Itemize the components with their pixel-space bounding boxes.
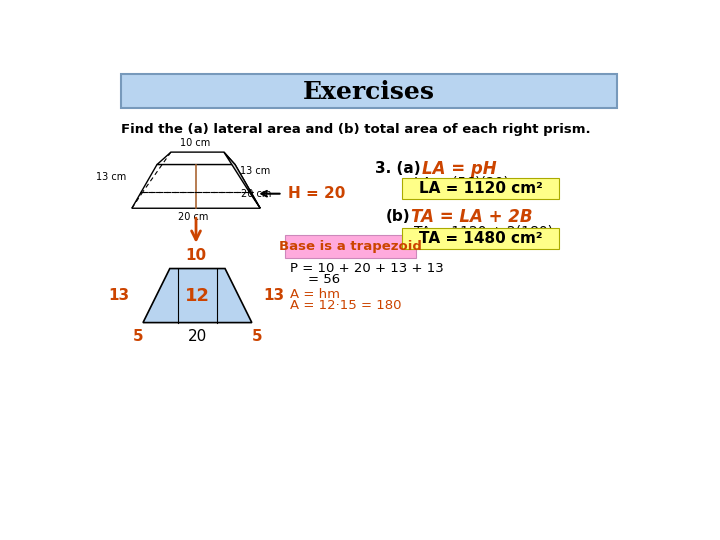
Text: = 56: = 56 [307, 273, 340, 286]
Polygon shape [132, 165, 260, 208]
Text: LA = (56)(20): LA = (56)(20) [413, 175, 508, 189]
Text: Find the (a) lateral area and (b) total area of each right prism.: Find the (a) lateral area and (b) total … [121, 123, 590, 136]
Text: (b): (b) [386, 209, 410, 224]
Text: Base is a trapezoid: Base is a trapezoid [279, 240, 422, 253]
Polygon shape [157, 152, 235, 165]
Text: P = 10 + 20 + 13 + 13: P = 10 + 20 + 13 + 13 [289, 262, 444, 275]
Polygon shape [143, 268, 252, 322]
Text: TA = LA + 2B: TA = LA + 2B [411, 207, 532, 226]
Text: H = 20: H = 20 [288, 186, 346, 201]
Text: 13: 13 [108, 288, 129, 303]
Text: 12: 12 [185, 287, 210, 305]
Text: Exercises: Exercises [303, 80, 435, 104]
Text: LA = pH: LA = pH [422, 160, 497, 178]
FancyBboxPatch shape [121, 75, 617, 109]
Text: 20: 20 [187, 329, 207, 344]
Text: 20 cm: 20 cm [178, 212, 208, 221]
Text: A = hm: A = hm [289, 288, 340, 301]
FancyBboxPatch shape [402, 178, 559, 199]
Polygon shape [224, 152, 260, 208]
Text: TA = 1480 cm²: TA = 1480 cm² [419, 231, 542, 246]
Text: TA = 1120 + 2(180): TA = 1120 + 2(180) [413, 224, 553, 238]
FancyBboxPatch shape [402, 228, 559, 248]
Text: 10: 10 [186, 248, 207, 263]
Text: 13 cm: 13 cm [96, 172, 126, 182]
FancyBboxPatch shape [285, 235, 416, 258]
Text: 5: 5 [133, 329, 144, 344]
Text: 13 cm: 13 cm [240, 166, 270, 176]
Text: 3. (a): 3. (a) [374, 161, 420, 176]
Text: 5: 5 [252, 329, 263, 344]
Text: 10 cm: 10 cm [180, 138, 210, 148]
Text: A = 12·15 = 180: A = 12·15 = 180 [289, 300, 401, 313]
Text: LA = 1120 cm²: LA = 1120 cm² [419, 181, 542, 196]
Text: 13: 13 [263, 288, 284, 303]
Text: 20 cm: 20 cm [240, 188, 271, 199]
